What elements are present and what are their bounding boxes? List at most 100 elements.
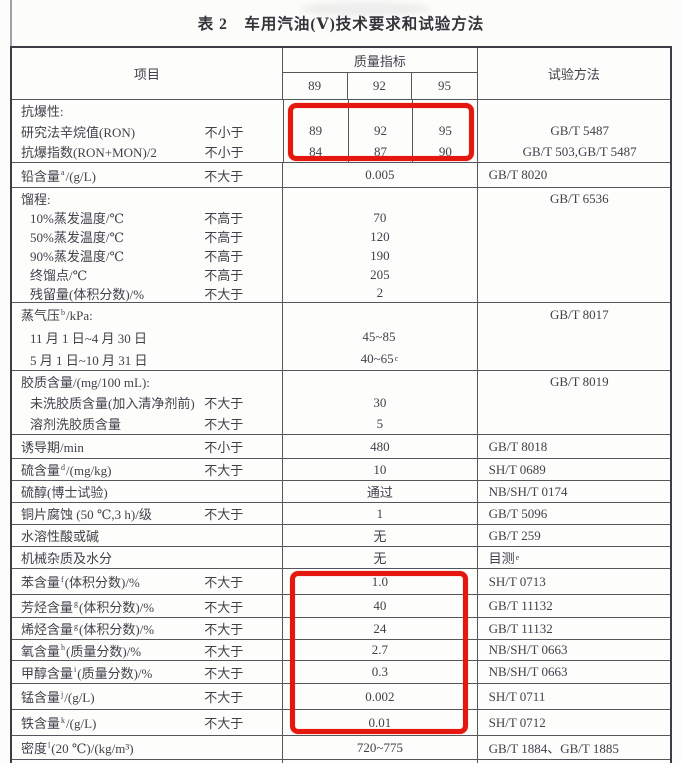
table-row-benzene: 苯含量f(体积分数)/% 不大于 1.0 SH/T 0713 (12, 569, 670, 595)
value: 5 (376, 415, 384, 431)
row-item-cell: 密度l(20 ℃)/(kg/m³) (12, 736, 284, 759)
row-method: NB/SH/T 0174 (488, 483, 568, 499)
table-row-lead: 铅含量a/(g/L) 不大于 0.005 GB/T 8020 (12, 163, 670, 188)
row-item-cell: 硫醇(博士试验) (12, 481, 284, 502)
row-method: GB/T 8017 (549, 307, 609, 322)
row-constraint: 不高于 (204, 211, 244, 226)
row-label: 烯烃含量g(体积分数)/% (21, 621, 155, 637)
row-method: SH/T 0711 (488, 688, 546, 704)
table-row-water-soluble-acid-base: 水溶性酸或碱 无 GB/T 259 (12, 525, 670, 547)
row-value: 无 (283, 547, 478, 568)
table-row-copper-corrosion: 铜片腐蚀 (50 ℃,3 h)/级 不大于 1 GB/T 5096 (12, 503, 670, 525)
row-method: GB/T 5487 GB/T 503,GB/T 5487 (478, 100, 670, 162)
row-item-cell: 抗爆性: 研究法辛烷值(RON) 不小于 抗爆指数(RON+MON)/2 不小于 (12, 100, 284, 162)
row-item-cell: 烯烃含量g(体积分数)/% 不大于 (12, 618, 284, 639)
row-item-cell: 甲醇含量i(质量分数)/% 不大于 (12, 661, 284, 683)
row-method: 目测 e (488, 551, 520, 566)
row-method: GB/T 8018 (488, 438, 548, 454)
group-label: 胶质含量/(mg/100 mL): (21, 375, 150, 391)
row-method: GB/T 8019 (549, 374, 609, 389)
row-item-cell: 水溶性酸或碱 (12, 525, 284, 546)
table-row-mercaptan: 硫醇(博士试验) 通过 NB/SH/T 0174 (12, 481, 670, 503)
ron-value-89: 89 (309, 123, 323, 138)
row-label: 密度l(20 ℃)/(kg/m³) (21, 740, 134, 756)
row-label: 甲醇含量i(质量分数)/% (21, 665, 153, 681)
row-constraint: 不高于 (204, 249, 244, 264)
row-method: GB/T 5096 (488, 505, 548, 521)
row-method: SH/T 0689 (488, 461, 546, 477)
row-label: 机械杂质及水分 (21, 551, 113, 566)
value-col-89: 89 84 (284, 100, 349, 162)
row-constraint: 不大于 (204, 286, 244, 302)
row-method: GB/T 259 (488, 527, 541, 543)
row-label: 苯含量f(体积分数)/% (21, 574, 140, 590)
row-value: 2.7 (283, 640, 478, 660)
row-method: GB/T 6536 (549, 190, 609, 206)
annotation-box-content-limits (290, 571, 468, 734)
row-value: 0.01 (283, 710, 478, 735)
row-value: 0.3 (283, 661, 478, 683)
row-item-cell: 氧含量h(质量分数)/% 不大于 (12, 640, 284, 660)
table-row-sulfur: 硫含量d/(mg/kg) 不大于 10 SH/T 0689 (12, 459, 670, 481)
row-constraint: 不大于 (204, 168, 244, 184)
value: 70 (373, 210, 387, 226)
row-constraint: 不高于 (204, 230, 244, 245)
row-method: SH/T 0713 (488, 573, 546, 589)
row-label: 铜片腐蚀 (50 ℃,3 h)/级 (21, 507, 152, 522)
row-label: 残留量(体积分数)/% (30, 286, 145, 302)
value: 120 (370, 229, 390, 245)
row-constraint: 不大于 (204, 507, 244, 522)
index-value-89: 84 (309, 143, 323, 159)
row-antiknock-index: 抗爆指数(RON+MON)/2 不小于 (21, 141, 249, 162)
row-constraint: 不小于 (204, 440, 244, 455)
table-row-oxygen: 氧含量h(质量分数)/% 不大于 2.7 NB/SH/T 0663 (12, 640, 670, 661)
row-item-cell: 机械杂质及水分 (12, 547, 284, 568)
value: 45~85 (362, 329, 396, 345)
row-method: SH/T 0712 (488, 714, 546, 730)
row-label: 硫含量d/(mg/kg) (21, 462, 112, 478)
row-value: 0.002 (283, 684, 478, 709)
row-constraint: 不小于 (204, 145, 244, 161)
row-item-cell: 铅含量a/(g/L) 不大于 (12, 163, 284, 187)
table-row-olefins: 烯烃含量g(体积分数)/% 不大于 24 GB/T 11132 (12, 618, 670, 640)
row-method: GB/T 11132 (488, 598, 553, 613)
table-row-iron: 铁含量k/(g/L) 不大于 0.01 SH/T 0712 (12, 710, 670, 736)
ron-value-95: 95 (438, 123, 452, 138)
row-value: 70 120 190 205 2 (283, 188, 478, 302)
header-quality-group: 质量指标 89 92 95 (282, 48, 478, 99)
row-item-cell: 苯含量f(体积分数)/% 不大于 (12, 569, 284, 594)
row-label: 抗爆指数(RON+MON)/2 (21, 145, 157, 161)
row-value: 30 5 (283, 371, 478, 434)
row-value: 720~775 (283, 736, 478, 759)
row-label: 研究法辛烷值(RON) (21, 124, 136, 140)
value: 30 (373, 394, 387, 410)
row-label: 水溶性酸或碱 (21, 529, 100, 544)
value: 190 (370, 247, 390, 263)
table-title: 表 2 车用汽油(Ⅴ)技术要求和试验方法 (197, 16, 485, 33)
row-label: 铅含量a/(g/L) (21, 168, 96, 184)
row-value: 45~85 40~65 c (283, 303, 478, 370)
row-item-cell: 芳烃含量g(体积分数)/% 不大于 (12, 595, 284, 617)
header-grade-89: 89 (283, 73, 348, 99)
row-constraint: 不大于 (204, 622, 244, 637)
row-constraint: 不大于 (204, 716, 244, 731)
table-row-aromatics: 芳烃含量g(体积分数)/% 不大于 40 GB/T 11132 (12, 595, 670, 618)
row-value: 24 (283, 618, 478, 639)
spec-table: 项目 质量指标 89 92 95 试验方法 抗爆性: 研究法辛烷值(RON) 不小… (10, 46, 672, 763)
header-grade-95: 95 (438, 78, 451, 93)
page-edge-scan-line (10, 0, 12, 47)
row-item-cell: 诱导期/min 不小于 (12, 435, 284, 458)
row-value: 40 (283, 595, 478, 617)
row-method: GB/T 11132 (488, 620, 553, 636)
row-method: NB/SH/T 0663 (488, 664, 568, 679)
row-constraint: 不大于 (204, 575, 244, 590)
header-item: 项目 (12, 48, 283, 99)
value: 2 (376, 285, 384, 301)
annotation-box-octane-values (288, 103, 474, 161)
row-label: 终馏点/℃ (30, 268, 88, 283)
header-grade-92: 92 (348, 73, 413, 99)
row-ron: 研究法辛烷值(RON) 不小于 (21, 121, 249, 142)
row-label: 50%蒸发温度/℃ (30, 230, 124, 245)
row-item-cell: 蒸气压b/kPa: 11 月 1 日~4 月 30 日 5 月 1 日~10 月… (12, 303, 284, 370)
